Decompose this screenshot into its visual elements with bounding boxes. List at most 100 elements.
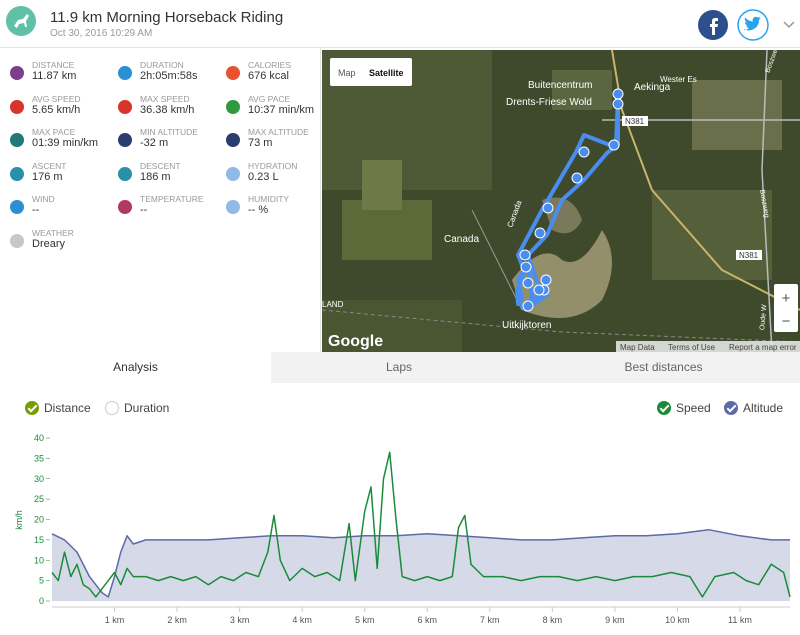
x-tick-label: 7 km <box>480 615 500 625</box>
stat-value: 10:37 min/km <box>248 103 315 116</box>
map-footer[interactable]: Map Data <box>620 343 655 352</box>
stat-icon <box>10 166 24 181</box>
stat: Humidity -- % <box>226 194 331 224</box>
stat-value: -32 m <box>140 137 169 149</box>
stat: Hydration 0.23 L <box>226 161 331 191</box>
map-label: Aekinga <box>634 82 671 93</box>
map-type-button[interactable]: Satellite <box>369 68 404 78</box>
x-tick-label: 4 km <box>292 615 312 625</box>
stat-value: 0.23 L <box>248 170 279 183</box>
stat-icon <box>10 66 24 80</box>
stat: Max Altitude 73 m <box>226 127 331 157</box>
y-tick-label: 10 <box>34 555 44 565</box>
legend-label: Speed <box>676 401 711 415</box>
stat: Weather Dreary <box>10 228 115 258</box>
y-tick-label: 30 <box>34 474 44 484</box>
map-label: Boszweg <box>758 189 770 218</box>
map-footer[interactable]: Report a map error <box>729 343 797 352</box>
stat-icon <box>118 99 132 114</box>
x-tick-label: 5 km <box>355 615 375 625</box>
stat-value: 36.38 km/h <box>140 103 195 116</box>
stat: Descent 186 m <box>118 161 223 191</box>
stat-value: 176 m <box>32 170 63 183</box>
stat-value: -- <box>140 204 148 216</box>
stat: Temperature -- <box>118 194 223 224</box>
map-label: Canada <box>444 234 479 245</box>
map[interactable]: Buitencentrum Drents-Friese Wold Aekinga… <box>322 50 800 352</box>
stats-panel: Distance 11.87 km Duration 2h:05m:58s Calori… <box>0 48 321 352</box>
map-logo: Google <box>328 333 383 350</box>
tab[interactable]: Analysis <box>0 352 271 383</box>
tab[interactable]: Best distances <box>527 352 800 383</box>
map-label: Drents-Friese Wold <box>506 97 592 108</box>
stat-icon <box>226 66 240 80</box>
stat-label: Ascent <box>32 160 67 171</box>
stat-value: 5.65 km/h <box>32 103 81 116</box>
activity-date: Oct 30, 2016 10:29 AM <box>50 28 153 39</box>
legend-item[interactable]: Altitude <box>724 400 783 416</box>
stat-value: -- <box>32 204 40 216</box>
stat-icon <box>226 133 240 147</box>
map-label: LAND <box>322 300 344 309</box>
stat-icon <box>118 200 132 214</box>
stat-label: Temperature <box>140 194 204 204</box>
facebook-button[interactable] <box>698 10 728 40</box>
x-tick-label: 11 km <box>728 615 752 625</box>
tab[interactable]: Laps <box>271 352 527 383</box>
stat-label: Max Speed <box>140 93 190 104</box>
stat-value: 73 m <box>248 137 273 149</box>
stat-icon <box>226 200 240 214</box>
map-footer[interactable]: Terms of Use <box>668 343 716 352</box>
legend-item[interactable]: Speed <box>657 400 711 416</box>
activity-title: 11.9 km Morning Horseback Riding <box>50 9 284 26</box>
stat-value: -- % <box>248 204 269 216</box>
x-tick-label: 6 km <box>417 615 437 625</box>
stat-icon <box>10 200 24 214</box>
y-tick-label: 5 <box>39 576 44 586</box>
stat-label: Min Altitude <box>140 127 198 137</box>
stat-icon <box>10 233 24 248</box>
stat-label: Calories <box>248 60 291 70</box>
stat-value: Dreary <box>32 237 66 250</box>
share-buttons <box>698 9 795 41</box>
stat-icon <box>118 66 132 80</box>
area <box>52 529 790 601</box>
y-tick-label: 0 <box>39 596 44 606</box>
zoom-out[interactable]: − <box>782 313 791 330</box>
legend-item[interactable]: Duration <box>105 400 169 416</box>
map-label: N381 <box>739 251 759 260</box>
stat: Max Speed 36.38 km/h <box>118 94 223 124</box>
stat: Distance 11.87 km <box>10 60 115 90</box>
y-axis-label: km/h <box>14 510 24 530</box>
x-tick-label: 3 km <box>230 615 250 625</box>
legend-item[interactable]: Distance <box>25 400 91 416</box>
zoom-in[interactable]: + <box>782 290 791 307</box>
stat: Avg Pace 10:37 min/km <box>226 94 331 124</box>
map-label: Buitencentrum <box>528 80 592 91</box>
stat-icon <box>10 99 24 114</box>
map-canvas: Buitencentrum Drents-Friese Wold Aekinga… <box>322 50 800 352</box>
stat-label: Max Pace <box>32 127 76 137</box>
y-tick-label: 20 <box>34 515 44 525</box>
y-tick-label: 15 <box>34 535 44 545</box>
stat: Avg Speed 5.65 km/h <box>10 94 115 124</box>
activity-icon <box>6 6 36 36</box>
x-tick-label: 2 km <box>167 615 187 625</box>
stat-icon <box>226 166 240 181</box>
x-tick-label: 8 km <box>543 615 563 625</box>
map-type-button[interactable]: Map <box>338 68 356 78</box>
stat-value: 11.87 km <box>32 70 77 82</box>
twitter-button[interactable] <box>737 9 769 41</box>
stat-label: Descent <box>140 160 181 171</box>
stat-label: Avg Pace <box>248 93 291 104</box>
x-tick-label: 1 km <box>105 615 125 625</box>
stat-value: 2h:05m:58s <box>140 70 198 82</box>
map-label: Oude W <box>759 304 768 331</box>
line <box>51 528 790 598</box>
stat: Min Altitude -32 m <box>118 127 223 157</box>
stat: Duration 2h:05m:58s <box>118 60 223 90</box>
header: 11.9 km Morning Horseback Riding Oct 30,… <box>0 0 800 48</box>
stat-icon <box>226 99 240 114</box>
stat-label: Hydration <box>248 160 298 171</box>
menu-chevron[interactable] <box>783 21 795 29</box>
